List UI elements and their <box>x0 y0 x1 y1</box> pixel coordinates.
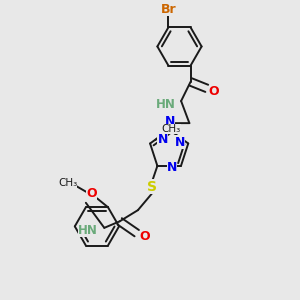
Text: N: N <box>158 133 168 146</box>
Text: CH₃: CH₃ <box>58 178 77 188</box>
Text: O: O <box>86 188 97 200</box>
Text: N: N <box>175 136 185 148</box>
Text: O: O <box>209 85 220 98</box>
Text: N: N <box>165 115 175 128</box>
Text: Br: Br <box>160 2 176 16</box>
Text: HN: HN <box>78 224 98 237</box>
Text: HN: HN <box>156 98 176 111</box>
Text: S: S <box>147 180 157 194</box>
Text: N: N <box>167 161 177 174</box>
Text: CH₃: CH₃ <box>162 124 181 134</box>
Text: O: O <box>140 230 150 243</box>
